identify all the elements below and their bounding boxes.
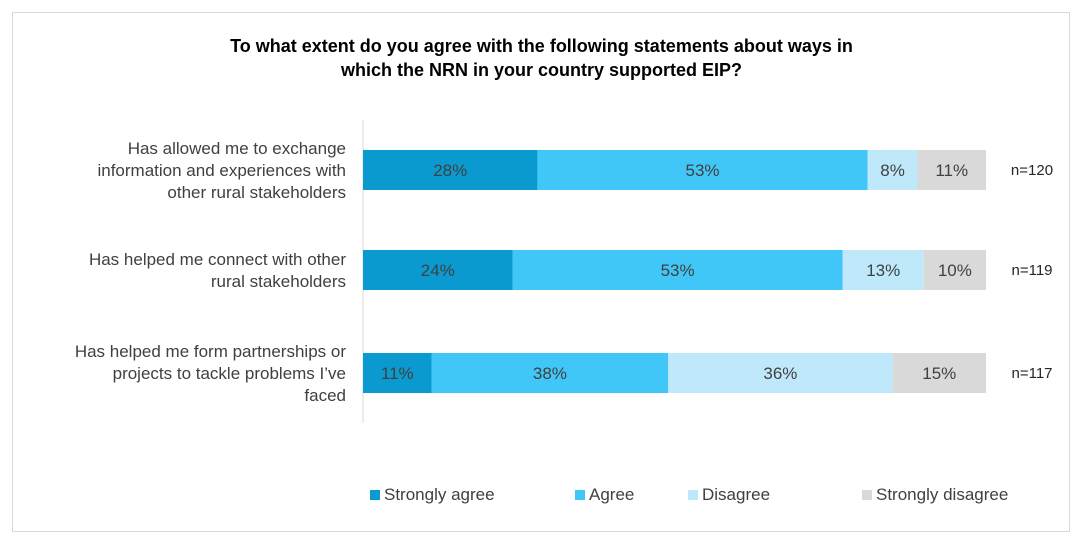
legend-swatch: [370, 490, 380, 500]
bar-segment: [363, 150, 538, 190]
category-label: Has helped me connect with other: [89, 250, 346, 269]
data-label: 28%: [433, 161, 467, 180]
bar-segment: [842, 250, 924, 290]
category-label: information and experiences with: [97, 161, 346, 180]
category-label: projects to tackle problems I’ve: [113, 364, 346, 383]
legend-entry: Strongly agree: [384, 485, 495, 504]
bar-segment: [537, 150, 868, 190]
legend-swatch: [688, 490, 698, 500]
sample-size-label: n=120: [1011, 162, 1053, 179]
data-label: 53%: [686, 161, 720, 180]
bar-segment: [363, 353, 432, 393]
sample-size-label: n=119: [1011, 262, 1052, 279]
chart-title-line-2: which the NRN in your country supported …: [340, 60, 743, 80]
bar-segment: [917, 150, 986, 190]
chart-title-line-1: To what extent do you agree with the fol…: [230, 36, 853, 56]
category-label: Has allowed me to exchange: [128, 139, 346, 158]
legend-swatch: [575, 490, 585, 500]
category-label: faced: [304, 386, 346, 405]
data-label: 13%: [866, 261, 900, 280]
data-label: 11%: [381, 364, 414, 383]
sample-size-label: n=117: [1011, 365, 1052, 382]
legend-swatch: [862, 490, 872, 500]
bar-segment: [431, 353, 669, 393]
bar-segment: [892, 353, 986, 393]
bar-segment: [923, 250, 986, 290]
chart-title: To what extent do you agree with the fol…: [80, 34, 1003, 82]
bar-segment: [867, 150, 918, 190]
data-label: 53%: [661, 261, 695, 280]
data-label: 11%: [935, 161, 968, 180]
data-label: 24%: [421, 261, 455, 280]
bar-segment: [512, 250, 843, 290]
category-label: rural stakeholders: [211, 272, 346, 291]
bar-segment: [363, 250, 513, 290]
legend-entry: Strongly disagree: [876, 485, 1008, 504]
data-label: 15%: [922, 364, 956, 383]
data-label: 36%: [763, 364, 797, 383]
data-label: 38%: [533, 364, 567, 383]
legend-entry: Disagree: [702, 485, 770, 504]
data-label: 8%: [880, 161, 905, 180]
category-label: other rural stakeholders: [167, 183, 346, 202]
bar-segment: [668, 353, 893, 393]
category-label: Has helped me form partnerships or: [75, 342, 347, 361]
legend-entry: Agree: [589, 485, 634, 504]
data-label: 10%: [938, 261, 972, 280]
